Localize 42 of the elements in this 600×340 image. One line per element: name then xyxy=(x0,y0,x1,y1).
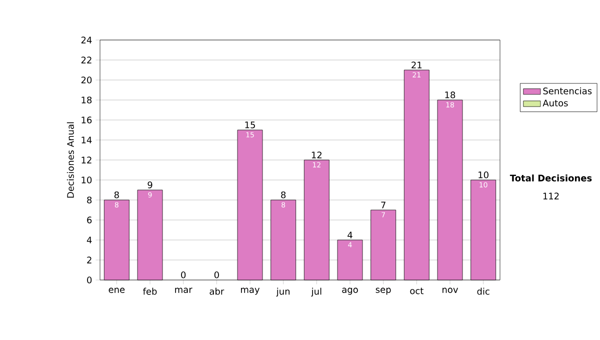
total-label: 8 xyxy=(114,191,119,198)
x-tick-label: nov xyxy=(442,288,458,293)
legend-label: Sentencias xyxy=(543,87,592,94)
y-tick-label: 14 xyxy=(82,136,92,144)
y-tick-label: 24 xyxy=(81,36,92,44)
y-tick-label: 10 xyxy=(82,176,92,184)
total-label: 18 xyxy=(445,91,456,98)
x-tick-label: ago xyxy=(342,288,358,295)
x-tick-label: feb xyxy=(143,288,157,295)
y-tick-label: 20 xyxy=(81,76,92,84)
total-label: 10 xyxy=(478,171,488,178)
x-tick-label: jun xyxy=(276,288,290,296)
total-label: 4 xyxy=(348,232,352,238)
x-tick-label: sep xyxy=(376,288,391,295)
x-tick-label: may xyxy=(241,288,260,295)
total-label: 0 xyxy=(214,271,219,278)
total-label: 21 xyxy=(412,62,422,68)
y-axis-title: Decisiones Anual xyxy=(66,122,74,198)
y-tick-label: 6 xyxy=(87,216,92,224)
y-tick-label: 18 xyxy=(82,96,92,104)
total-label: 12 xyxy=(312,152,322,158)
total-label: 8 xyxy=(281,191,286,198)
x-tick-label: ene xyxy=(108,288,125,293)
y-tick-label: 0 xyxy=(87,276,92,284)
total-label: 7 xyxy=(381,202,386,208)
x-tick-label: jul xyxy=(311,288,322,296)
text: Total Decisiones xyxy=(510,174,592,182)
total-label: 15 xyxy=(245,122,255,128)
x-tick-label: dic xyxy=(477,288,490,295)
y-tick-label: 8 xyxy=(87,196,92,204)
x-tick-label: mar xyxy=(175,288,192,293)
x-tick-label: oct xyxy=(410,288,424,294)
y-tick-label: 16 xyxy=(82,116,92,124)
y-tick-label: 4 xyxy=(86,236,92,244)
total-label: 0 xyxy=(181,271,186,278)
y-tick-label: 22 xyxy=(81,56,92,64)
y-tick-label: 2 xyxy=(87,256,92,264)
x-tick-label: abr xyxy=(210,288,224,295)
total-label: 9 xyxy=(148,181,152,188)
legend-label: Autos xyxy=(542,100,568,106)
y-tick-label: 12 xyxy=(82,156,92,164)
text: 112 xyxy=(543,192,559,200)
